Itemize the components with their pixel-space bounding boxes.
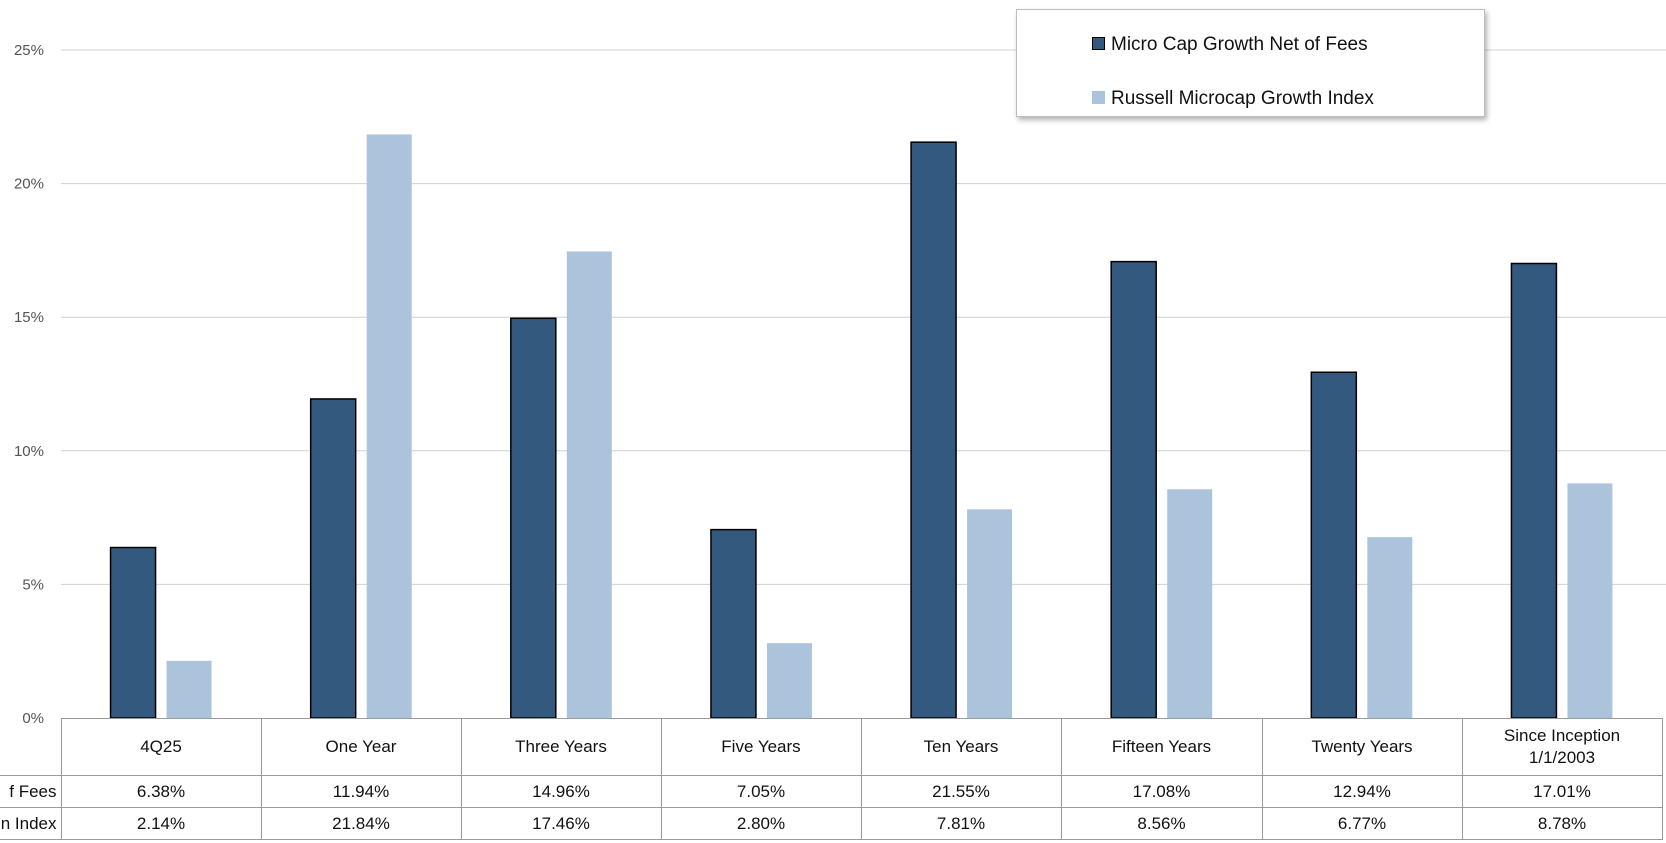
value-label: 17.08% (1060, 775, 1263, 808)
value-label: 6.38% (60, 775, 262, 808)
value-label: 11.94% (260, 775, 462, 808)
legend-label-series-1: Micro Cap Growth Net of Fees (1111, 34, 1368, 55)
legend-label-series-2: Russell Microcap Growth Index (1111, 88, 1374, 109)
category-label-line-1: Since Inception (1503, 726, 1621, 745)
value-label: 2.14% (60, 807, 262, 840)
gridlines (61, 49, 1666, 585)
bar-series-2 (366, 134, 412, 719)
y-tick-label: 25% (14, 42, 44, 59)
value-label: 7.05% (660, 775, 862, 808)
y-tick-label: 5% (22, 576, 44, 593)
category-label-line-2: 1/1/2003 (1528, 748, 1596, 767)
value-label: 8.56% (1060, 807, 1263, 840)
bar-series-1 (510, 317, 557, 719)
category-label: Fifteen Years (1060, 718, 1263, 776)
data-table-corner (0, 719, 61, 776)
bar-series-2 (967, 509, 1013, 718)
bar-series-2 (766, 643, 812, 718)
value-label: 17.01% (1461, 775, 1663, 808)
value-label: 7.81% (860, 807, 1062, 840)
legend-swatch-series-1 (1092, 37, 1105, 50)
bar-series-1 (710, 528, 757, 719)
row-label-series-1: f Fees (0, 775, 62, 808)
bar-series-2 (1367, 537, 1413, 718)
y-tick-label: 20% (14, 176, 44, 193)
bar-series-1 (910, 141, 957, 719)
bar-series-1 (1110, 260, 1157, 719)
bar-series-2 (1167, 489, 1213, 718)
data-table: 4Q25 One Year Three Years Five Years Ten… (0, 718, 1663, 840)
y-tick-label: 0% (22, 710, 44, 727)
y-tick-label: 15% (14, 309, 44, 326)
value-label: 21.84% (260, 807, 462, 840)
legend-item-series-1: Micro Cap Growth Net of Fees (1092, 34, 1368, 56)
bar-series-2 (166, 660, 212, 718)
data-table-header-row: 4Q25 One Year Three Years Five Years Ten… (0, 718, 1663, 776)
category-label: Twenty Years (1261, 718, 1463, 776)
legend-item-series-2: Russell Microcap Growth Index (1092, 88, 1374, 110)
y-tick-label: 10% (14, 443, 44, 460)
value-label: 12.94% (1261, 775, 1463, 808)
value-label: 6.77% (1261, 807, 1463, 840)
bar-series-2 (1567, 483, 1613, 718)
y-axis-tick-labels: 0% 5% 10% 15% 20% 25% (14, 42, 44, 727)
category-label: Since Inception 1/1/2003 (1461, 718, 1663, 776)
category-label: 4Q25 (60, 718, 262, 776)
bar-series-1 (1310, 371, 1358, 719)
category-label: Five Years (660, 718, 862, 776)
value-label: 21.55% (860, 775, 1062, 808)
value-label: 14.96% (460, 775, 662, 808)
bars (109, 134, 1613, 719)
row-label-series-2: n Index (0, 807, 62, 840)
category-label: Ten Years (860, 718, 1062, 776)
legend-swatch-series-2 (1092, 91, 1105, 104)
value-label: 8.78% (1461, 807, 1663, 840)
bar-series-1 (1510, 262, 1558, 719)
bar-series-1 (109, 546, 157, 719)
data-table-row-series-2: n Index 2.14% 21.84% 17.46% 2.80% 7.81% … (0, 807, 1663, 840)
data-table-row-series-1: f Fees 6.38% 11.94% 14.96% 7.05% 21.55% … (0, 775, 1663, 808)
category-label: Three Years (460, 718, 662, 776)
value-label: 2.80% (660, 807, 862, 840)
bar-series-2 (566, 251, 612, 718)
legend: Micro Cap Growth Net of Fees Russell Mic… (1016, 9, 1485, 117)
bar-series-1 (309, 398, 357, 719)
value-label: 17.46% (460, 807, 662, 840)
category-label: One Year (260, 718, 462, 776)
